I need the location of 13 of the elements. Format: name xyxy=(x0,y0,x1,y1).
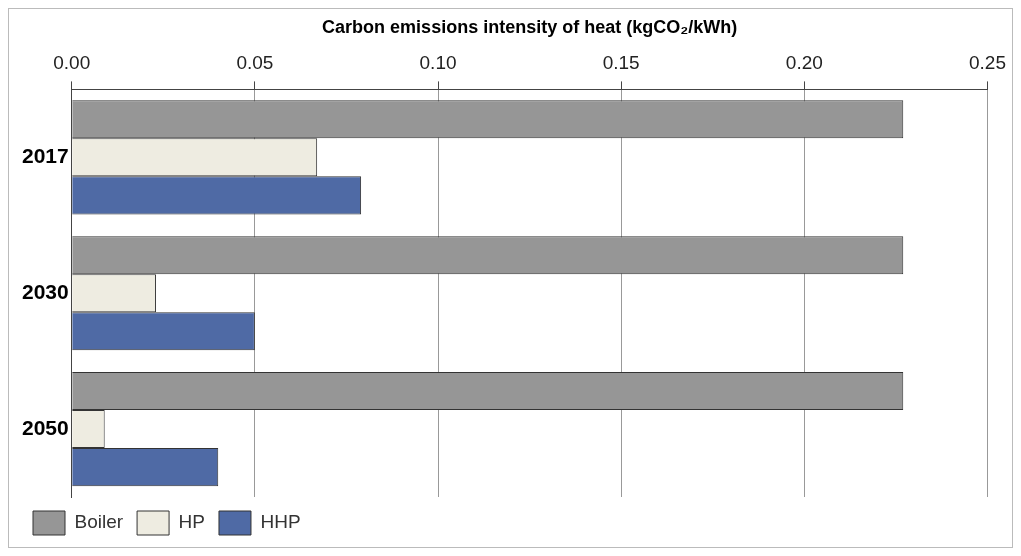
legend-label: HHP xyxy=(260,511,301,533)
x-axis-title: Carbon emissions intensity of heat (kgCO₂/kWh) xyxy=(322,16,738,37)
x-tick-label: 0.20 xyxy=(785,52,823,74)
x-tick-label: 0.00 xyxy=(53,52,91,74)
y-tick-label: 2017 xyxy=(22,144,69,168)
x-tick-label: 0.15 xyxy=(602,52,640,74)
legend-label: Boiler xyxy=(74,511,124,533)
y-tick-label: 2030 xyxy=(22,280,69,303)
y-tick-label: 2050 xyxy=(22,415,69,439)
x-tick-label: 0.05 xyxy=(236,52,274,74)
x-tick-label: 0.10 xyxy=(419,52,457,74)
x-tick-label: 0.25 xyxy=(969,52,1006,74)
legend-label: HP xyxy=(178,511,205,533)
